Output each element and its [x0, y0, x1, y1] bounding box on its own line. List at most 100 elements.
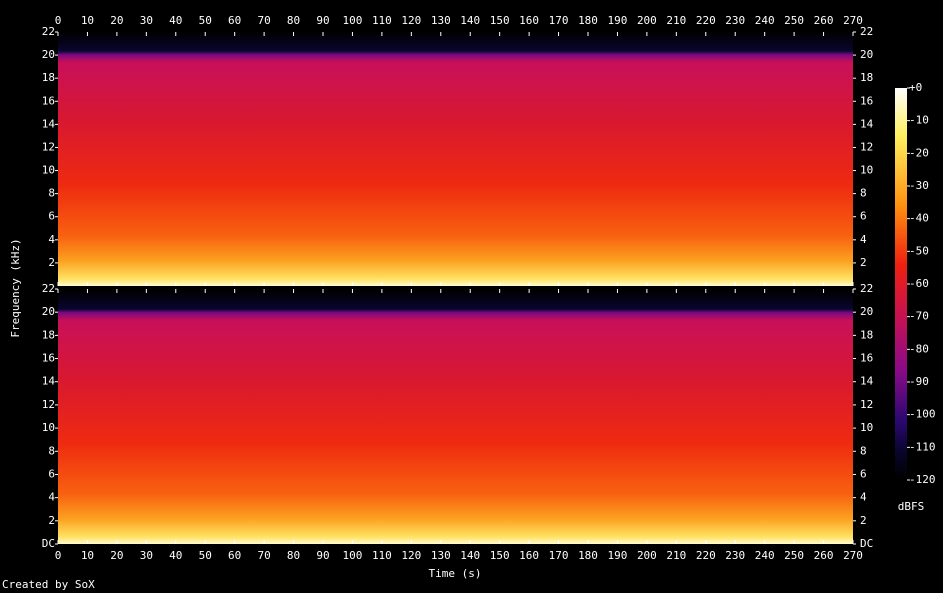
y-tick-label: 20 — [42, 305, 55, 318]
colorbar-tick-label: -40 — [909, 212, 929, 225]
y-tick-label: 20 — [860, 305, 873, 318]
x-tick-label: 260 — [814, 549, 834, 562]
y-tick-label: 8 — [860, 187, 867, 200]
y-tick-label: 20 — [860, 48, 873, 61]
y-tick-label: 4 — [48, 491, 55, 504]
x-tick-label: 40 — [169, 14, 182, 27]
y-tick-label: 10 — [42, 421, 55, 434]
colorbar-tick-label: -70 — [909, 310, 929, 323]
colorbar-tick-label: -20 — [909, 146, 929, 159]
x-tick-label: 60 — [228, 549, 241, 562]
colorbar-tick-label: -60 — [909, 277, 929, 290]
x-tick-label: 220 — [696, 549, 716, 562]
colorbar-tick-label: -30 — [909, 179, 929, 192]
x-tick-label: 190 — [608, 549, 628, 562]
x-tick-label: 230 — [725, 549, 745, 562]
x-tick-label: 110 — [372, 14, 392, 27]
x-tick-label: 140 — [460, 549, 480, 562]
y-tick-label: 8 — [860, 444, 867, 457]
x-tick-label: 100 — [343, 549, 363, 562]
y-tick-label: 18 — [860, 71, 873, 84]
x-tick-label: 50 — [199, 14, 212, 27]
x-tick-label: 20 — [110, 14, 123, 27]
y-tick-label: 10 — [860, 164, 873, 177]
x-tick-label: 30 — [140, 14, 153, 27]
y-tick-label: 14 — [42, 117, 56, 130]
x-tick-label: 200 — [637, 14, 657, 27]
y-tick-label: 22 — [860, 282, 873, 295]
x-tick-label: 220 — [696, 14, 716, 27]
y-tick-label: 6 — [48, 210, 55, 223]
y-tick-label: DC — [860, 537, 873, 550]
x-tick-label: 160 — [519, 14, 539, 27]
y-tick-label: 8 — [48, 444, 55, 457]
x-tick-label: 100 — [343, 14, 363, 27]
y-tick-label: 14 — [42, 375, 56, 388]
colorbar-tick-label: -80 — [909, 342, 929, 355]
y-tick-label: 12 — [42, 140, 55, 153]
x-tick-label: 250 — [784, 549, 804, 562]
x-tick-label: 70 — [257, 14, 270, 27]
x-tick-label: 240 — [755, 14, 775, 27]
x-tick-label: 180 — [578, 14, 598, 27]
y-tick-label: 18 — [42, 71, 55, 84]
colorbar-tick-label: +0 — [909, 81, 922, 94]
x-tick-label: 50 — [199, 549, 212, 562]
y-tick-label: 10 — [42, 164, 55, 177]
colorbar-label: dBFS — [898, 500, 925, 513]
x-tick-label: 40 — [169, 549, 182, 562]
spectrogram-image — [58, 290, 853, 544]
x-tick-label: 210 — [666, 549, 686, 562]
x-tick-label: 120 — [401, 14, 421, 27]
x-tick-label: 70 — [257, 549, 270, 562]
x-tick-label: 0 — [55, 549, 62, 562]
credit: Created by SoX — [2, 578, 95, 591]
x-tick-label: 200 — [637, 549, 657, 562]
x-tick-label: 10 — [81, 549, 94, 562]
y-tick-label: 16 — [860, 352, 873, 365]
x-tick-label: 240 — [755, 549, 775, 562]
y-tick-label: 2 — [48, 256, 55, 269]
x-tick-label: 10 — [81, 14, 94, 27]
colorbar-tick-label: -50 — [909, 244, 929, 257]
y-tick-label: 22 — [42, 25, 55, 38]
y-tick-label: 2 — [48, 514, 55, 527]
x-tick-label: 150 — [490, 14, 510, 27]
colorbar — [895, 88, 907, 480]
x-tick-label: 210 — [666, 14, 686, 27]
y-tick-label: 14 — [860, 117, 874, 130]
y-tick-label: 12 — [42, 398, 55, 411]
colorbar-tick-label: -120 — [909, 473, 936, 486]
x-tick-label: 140 — [460, 14, 480, 27]
x-tick-label: 90 — [316, 14, 329, 27]
colorbar-tick-label: -10 — [909, 114, 929, 127]
x-tick-label: 120 — [401, 549, 421, 562]
spectrogram-image — [58, 32, 853, 286]
x-tick-label: 180 — [578, 549, 598, 562]
x-tick-label: 270 — [843, 549, 863, 562]
x-tick-label: 60 — [228, 14, 241, 27]
y-tick-label: 18 — [860, 328, 873, 341]
x-tick-label: 170 — [549, 549, 569, 562]
y-tick-label: 20 — [42, 48, 55, 61]
y-tick-label: 16 — [860, 94, 873, 107]
y-tick-label: 10 — [860, 421, 873, 434]
y-tick-label: 16 — [42, 94, 55, 107]
y-tick-label: DC — [42, 537, 55, 550]
y-tick-label: 22 — [860, 25, 873, 38]
y-tick-label: 4 — [860, 233, 867, 246]
y-tick-label: 18 — [42, 328, 55, 341]
x-tick-label: 190 — [608, 14, 628, 27]
x-tick-label: 230 — [725, 14, 745, 27]
x-tick-label: 130 — [431, 14, 451, 27]
y-tick-label: 4 — [48, 233, 55, 246]
y-tick-label: 12 — [860, 140, 873, 153]
colorbar-tick-label: -110 — [909, 440, 936, 453]
y-tick-label: 22 — [42, 282, 55, 295]
x-tick-label: 80 — [287, 14, 300, 27]
x-tick-label: 260 — [814, 14, 834, 27]
x-tick-label: 130 — [431, 549, 451, 562]
y-tick-label: 6 — [860, 467, 867, 480]
